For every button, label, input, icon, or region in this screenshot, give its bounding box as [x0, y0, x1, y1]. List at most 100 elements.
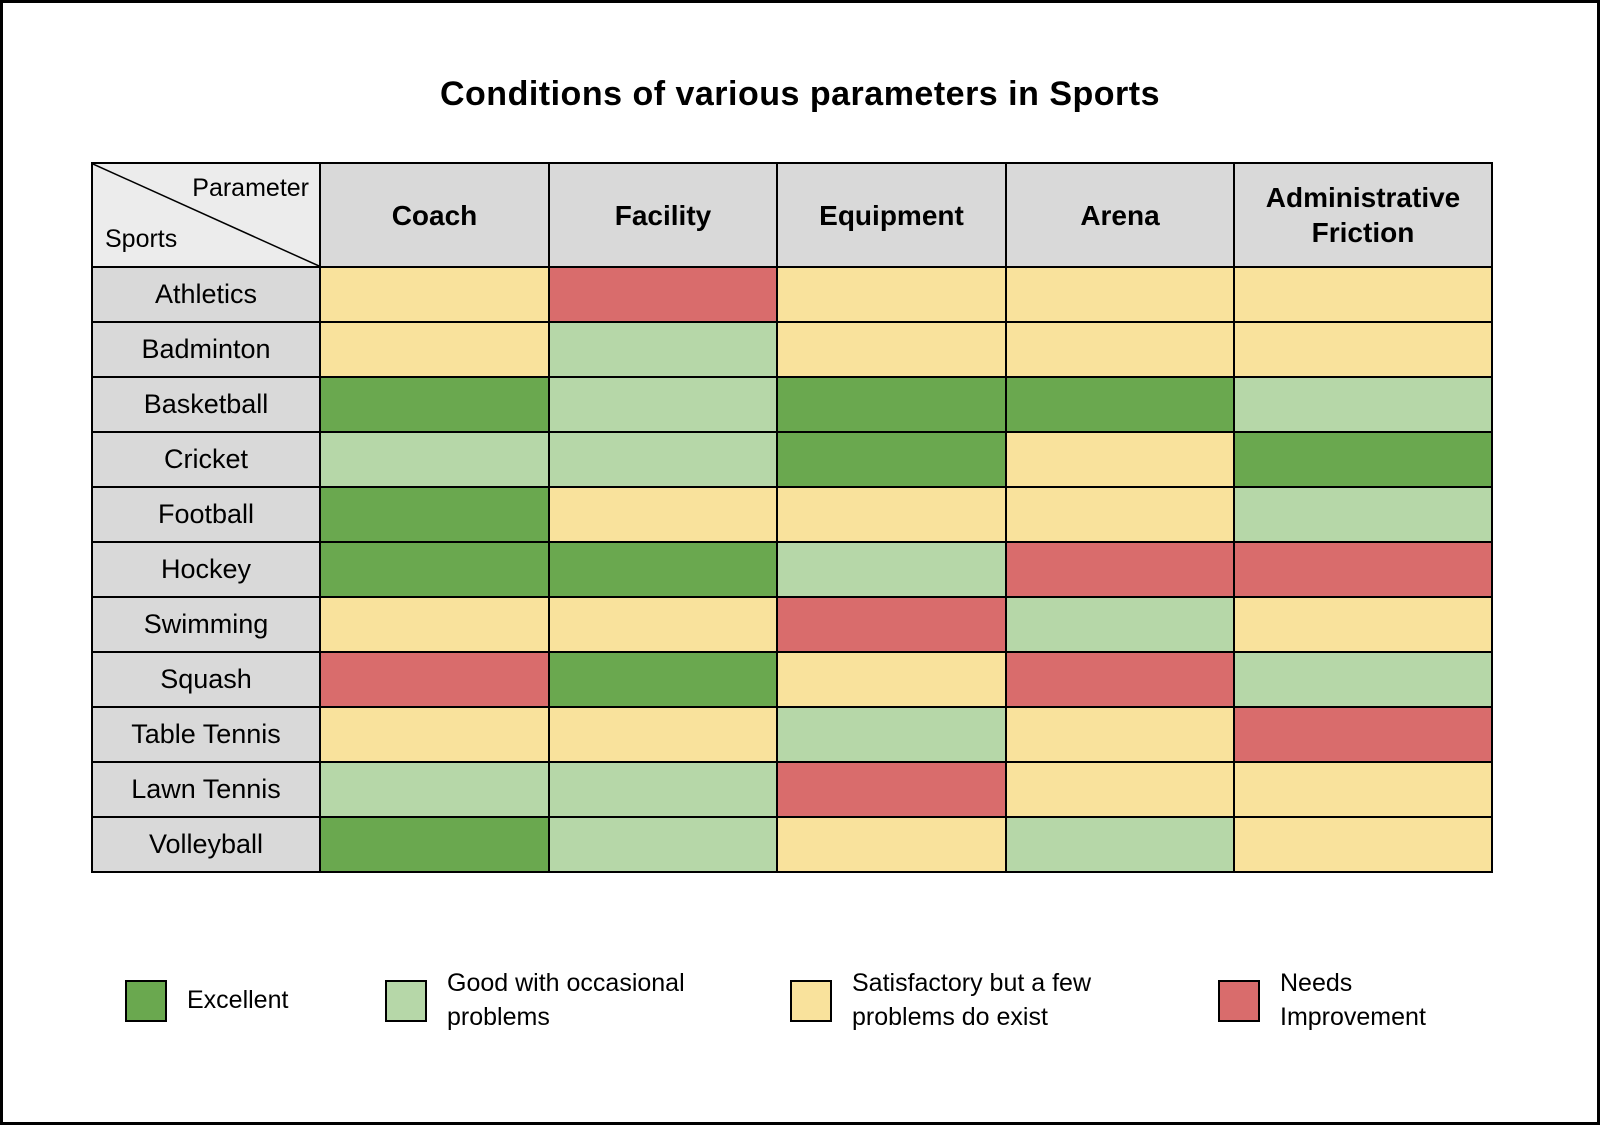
heatmap-cell: [1233, 541, 1493, 598]
heatmap-cell: [776, 376, 1007, 433]
table-row: Basketball: [91, 376, 1493, 433]
heatmap-cell: [548, 651, 778, 708]
heatmap-cell: [1005, 596, 1235, 653]
heatmap-cell: [1233, 376, 1493, 433]
legend-item-needs-improvement: Needs Improvement: [1218, 967, 1470, 1035]
page-title: Conditions of various parameters in Spor…: [439, 75, 1160, 113]
heatmap-cell: [319, 541, 550, 598]
heatmap-cell: [1005, 266, 1235, 323]
heatmap-cell: [319, 431, 550, 488]
legend-swatch-satisfactory: [790, 979, 832, 1022]
row-label-cricket: Cricket: [91, 431, 321, 488]
heatmap-cell: [1005, 376, 1235, 433]
column-header-coach: Coach: [319, 162, 550, 268]
heatmap-cell: [1005, 761, 1235, 818]
heatmap-cell: [1005, 321, 1235, 378]
heatmap-cell: [319, 266, 550, 323]
heatmap-cell: [319, 706, 550, 763]
legend-item-good: Good with occasional problems: [385, 967, 790, 1035]
heatmap-cell: [776, 706, 1007, 763]
table-body: Athletics Badminton Basketball Cricket Footb…: [91, 266, 1493, 873]
heatmap-cell: [319, 376, 550, 433]
heatmap-cell: [319, 596, 550, 653]
heatmap-cell: [1005, 541, 1235, 598]
heatmap-cell: [1233, 706, 1493, 763]
table-row: Hockey: [91, 541, 1493, 598]
heatmap-cell: [1233, 816, 1493, 873]
row-label-hockey: Hockey: [91, 541, 321, 598]
table-row: Squash: [91, 651, 1493, 708]
column-header-equipment: Equipment: [776, 162, 1007, 268]
row-label-squash: Squash: [91, 651, 321, 708]
heatmap-cell: [1233, 651, 1493, 708]
heatmap-cell: [776, 761, 1007, 818]
heatmap-cell: [548, 706, 778, 763]
heatmap-cell: [319, 816, 550, 873]
legend-swatch-needs-improvement: [1218, 979, 1260, 1022]
heatmap-table: Parameter Sports Coach Facility Equipment A…: [91, 162, 1493, 873]
heatmap-cell: [1233, 486, 1493, 543]
header-row: Parameter Sports Coach Facility Equipment A…: [91, 162, 1493, 268]
legend-label: Good with occasional problems: [447, 969, 685, 1031]
heatmap-cell: [1233, 321, 1493, 378]
heatmap-cell: [319, 486, 550, 543]
table-row: Swimming: [91, 596, 1493, 653]
heatmap-cell: [1005, 816, 1235, 873]
heatmap-cell: [319, 651, 550, 708]
heatmap-cell: [776, 321, 1007, 378]
corner-sports-label: Sports: [105, 225, 178, 253]
heatmap-cell: [548, 541, 778, 598]
heatmap-cell: [548, 431, 778, 488]
table-row: Table Tennis: [91, 706, 1493, 763]
heatmap-cell: [776, 816, 1007, 873]
diagonal-line: [93, 164, 319, 266]
heatmap-cell: [548, 761, 778, 818]
heatmap-cell: [776, 266, 1007, 323]
heatmap-cell: [776, 431, 1007, 488]
table-row: Cricket: [91, 431, 1493, 488]
row-label-swimming: Swimming: [91, 596, 321, 653]
table-row: Volleyball: [91, 816, 1493, 873]
column-header-arena: Arena: [1005, 162, 1235, 268]
heatmap-cell: [1233, 431, 1493, 488]
row-label-football: Football: [91, 486, 321, 543]
legend-swatch-excellent: [125, 979, 167, 1022]
row-label-athletics: Athletics: [91, 266, 321, 323]
column-header-administrative-friction: Administrative Friction: [1233, 162, 1493, 268]
heatmap-cell: [776, 596, 1007, 653]
legend-item-satisfactory: Satisfactory but a few problems do exist: [790, 967, 1218, 1035]
table-row: Badminton: [91, 321, 1493, 378]
heatmap-cell: [1233, 596, 1493, 653]
legend-swatch-good: [385, 979, 427, 1022]
legend-item-excellent: Excellent: [125, 979, 385, 1022]
heatmap-cell: [776, 651, 1007, 708]
heatmap-cell: [548, 816, 778, 873]
heatmap-cell: [548, 321, 778, 378]
legend-label: Needs Improvement: [1280, 969, 1426, 1031]
corner-cell: Parameter Sports: [91, 162, 321, 268]
heatmap-cell: [319, 761, 550, 818]
heatmap-cell: [1005, 431, 1235, 488]
row-label-badminton: Badminton: [91, 321, 321, 378]
heatmap-cell: [1005, 651, 1235, 708]
legend-label: Satisfactory but a few problems do exist: [852, 969, 1092, 1031]
heatmap-cell: [1005, 486, 1235, 543]
column-header-facility: Facility: [548, 162, 778, 268]
heatmap-cell: [1005, 706, 1235, 763]
row-label-table-tennis: Table Tennis: [91, 706, 321, 763]
corner-parameter-label: Parameter: [192, 174, 309, 202]
heatmap-cell: [548, 596, 778, 653]
row-label-lawn-tennis: Lawn Tennis: [91, 761, 321, 818]
legend: Excellent Good with occasional problems Sa…: [125, 967, 1597, 1035]
heatmap-cell: [319, 321, 550, 378]
heatmap-cell: [548, 266, 778, 323]
heatmap-cell: [1233, 266, 1493, 323]
row-label-volleyball: Volleyball: [91, 816, 321, 873]
heatmap-cell: [1233, 761, 1493, 818]
table-row: Athletics: [91, 266, 1493, 323]
heatmap-cell: [548, 376, 778, 433]
heatmap-cell: [776, 486, 1007, 543]
row-label-basketball: Basketball: [91, 376, 321, 433]
table-row: Football: [91, 486, 1493, 543]
